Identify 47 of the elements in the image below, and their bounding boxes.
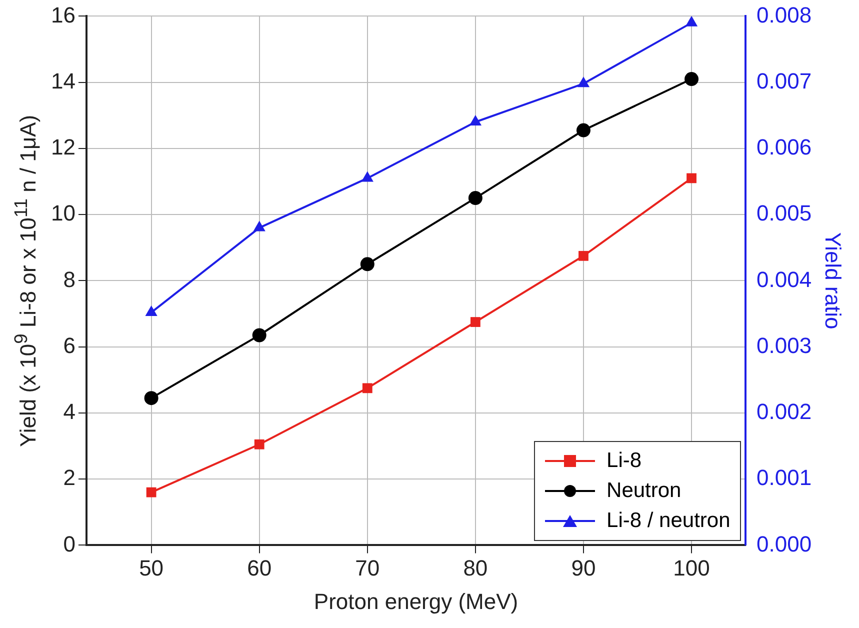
x-tick-label: 80 xyxy=(463,555,488,580)
y-tick-label: 16 xyxy=(50,2,76,28)
y-tick-label: 0 xyxy=(63,531,76,556)
point xyxy=(144,391,158,406)
legend-label: Neutron xyxy=(606,479,682,504)
x-axis-title: Proton energy (MeV) xyxy=(314,588,518,614)
y2-tick-label: 0.002 xyxy=(756,399,812,424)
x-tick-label: 50 xyxy=(139,555,164,580)
y-tick-label: 2 xyxy=(63,465,76,490)
point xyxy=(578,250,588,261)
point xyxy=(685,16,698,26)
y-tick-label: 14 xyxy=(50,68,76,94)
point xyxy=(684,72,699,86)
x-tick-label: 60 xyxy=(247,555,272,580)
point xyxy=(686,173,696,184)
legend-label: Li-8 / neutron xyxy=(606,509,730,534)
y2-tick-label: 0.003 xyxy=(756,332,812,358)
legend-label: Li-8 xyxy=(606,449,642,474)
y2-axis-title: Yield ratio xyxy=(820,232,846,330)
x-tick-label: 70 xyxy=(355,555,380,580)
point xyxy=(577,76,590,88)
y-tick-label: 10 xyxy=(50,200,76,226)
point xyxy=(469,115,482,126)
point xyxy=(252,328,266,342)
point xyxy=(362,383,372,394)
point xyxy=(253,220,266,232)
x-tick-label: 90 xyxy=(571,555,596,580)
point xyxy=(470,317,480,327)
x-tick-label: 100 xyxy=(673,555,710,580)
point xyxy=(360,257,374,272)
y2-tick-label: 0.001 xyxy=(756,465,812,490)
y2-tick-label: 0.000 xyxy=(756,531,812,556)
y2-tick-label: 0.005 xyxy=(756,200,812,226)
y2-tick-label: 0.008 xyxy=(756,2,812,28)
y2-tick-label: 0.007 xyxy=(756,68,812,94)
point xyxy=(146,487,156,498)
y-tick-label: 4 xyxy=(63,399,76,424)
point xyxy=(468,191,482,206)
point xyxy=(361,171,374,182)
y-tick-label: 12 xyxy=(50,134,76,160)
y2-tick-label: 0.006 xyxy=(756,134,812,160)
point xyxy=(576,123,590,138)
point xyxy=(254,439,264,450)
y2-tick-label: 0.004 xyxy=(756,266,812,292)
y-tick-label: 6 xyxy=(63,332,76,358)
y-tick-label: 8 xyxy=(63,266,76,292)
point xyxy=(145,305,158,316)
